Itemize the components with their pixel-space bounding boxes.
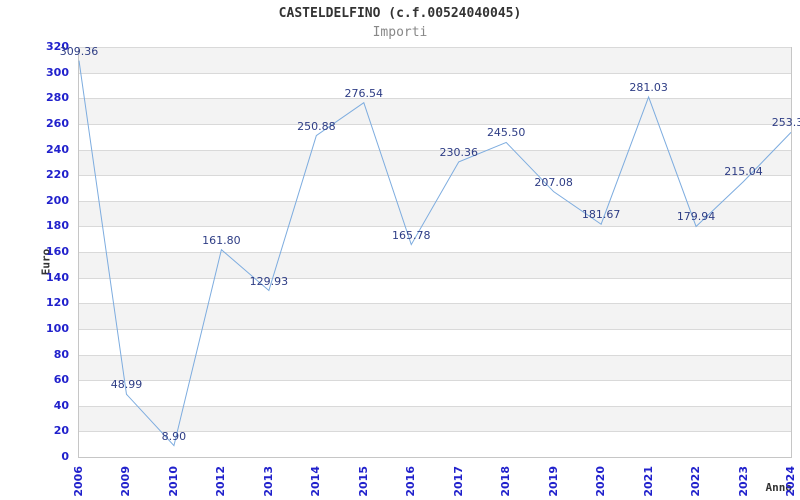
- data-point-label: 253.36: [771, 116, 800, 130]
- data-point-label: 276.54: [344, 86, 384, 100]
- gridline: [79, 175, 791, 177]
- x-tick-label: 2014: [309, 466, 323, 497]
- x-tick-label: 2016: [404, 466, 418, 497]
- x-tick-label: 2009: [119, 466, 133, 497]
- gridline: [79, 380, 791, 382]
- y-tick-label: 100: [46, 321, 69, 335]
- y-tick-label: 40: [53, 398, 69, 412]
- chart-subtitle: Importi: [372, 25, 428, 40]
- data-point-label: 129.93: [249, 274, 289, 288]
- x-axis-title: Anno: [765, 481, 793, 494]
- gridline: [79, 328, 791, 330]
- chart-title: CASTELDELFINO (c.f.00524040045): [278, 6, 522, 21]
- y-tick-label: 0: [61, 450, 69, 463]
- y-tick-label: 240: [46, 142, 69, 156]
- gridline: [79, 47, 791, 48]
- grid-band: [79, 303, 791, 329]
- gridline: [79, 252, 791, 253]
- gridline: [79, 123, 791, 125]
- x-tick-label: 2019: [546, 466, 560, 497]
- x-tick-label: 2012: [214, 466, 228, 497]
- axis-line-right: [791, 47, 792, 458]
- gridline: [79, 149, 791, 151]
- data-point-label: 8.90: [161, 429, 187, 443]
- x-tick-label: 2020: [594, 466, 608, 497]
- axis-line-bottom: [78, 457, 792, 458]
- gridline: [79, 200, 791, 202]
- gridline: [79, 226, 791, 228]
- grid-band: [79, 98, 791, 124]
- plot-area: [79, 47, 791, 457]
- x-tick-label: 2015: [356, 466, 370, 497]
- y-tick-label: 20: [53, 424, 69, 438]
- data-point-label: 165.78: [392, 228, 431, 242]
- data-point-label: 181.67: [581, 208, 621, 222]
- y-tick-label: 180: [46, 219, 69, 233]
- data-point-label: 48.99: [110, 378, 143, 392]
- data-point-label: 161.80: [202, 233, 241, 247]
- y-tick-label: 300: [46, 65, 69, 79]
- y-tick-label: 80: [53, 347, 69, 361]
- y-tick-label: 140: [46, 270, 69, 284]
- x-tick-label: 2006: [72, 466, 85, 497]
- grid-band: [79, 47, 791, 73]
- grid-band: [79, 354, 791, 381]
- y-tick-label: 280: [46, 91, 69, 105]
- data-point-label: 230.36: [439, 145, 478, 159]
- gridline: [79, 277, 791, 279]
- y-tick-label: 120: [46, 296, 69, 310]
- data-point-label: 179.94: [676, 210, 716, 224]
- gridline: [79, 98, 791, 100]
- grid-band: [79, 252, 791, 278]
- y-tick-label: 200: [46, 193, 69, 207]
- data-point-label: 309.36: [59, 44, 99, 58]
- grid-band: [79, 405, 791, 432]
- x-tick-label: 2021: [641, 466, 655, 497]
- data-point-label: 250.88: [297, 119, 336, 133]
- axis-line-left: [78, 47, 79, 458]
- grid-band: [79, 149, 791, 176]
- x-tick-label: 2018: [499, 466, 513, 497]
- y-tick-label: 320: [46, 40, 69, 53]
- x-tick-label: 2022: [689, 466, 703, 497]
- x-tick-label: 2017: [451, 466, 465, 497]
- x-tick-label: 2023: [736, 466, 750, 497]
- y-tick-label: 260: [46, 116, 69, 130]
- x-tick-label: 2010: [166, 466, 180, 497]
- y-tick-label: 160: [46, 245, 69, 258]
- gridline: [79, 354, 791, 356]
- data-point-label: 215.04: [724, 165, 763, 179]
- y-tick-label: 220: [46, 168, 69, 182]
- gridline: [79, 303, 791, 305]
- data-point-label: 281.03: [629, 80, 668, 94]
- x-tick-label: 2013: [261, 466, 275, 497]
- gridline: [79, 72, 791, 74]
- data-point-label: 207.08: [534, 175, 573, 189]
- gridline: [79, 405, 791, 407]
- y-tick-label: 60: [53, 373, 69, 387]
- data-point-label: 245.50: [486, 126, 526, 140]
- x-tick-label: 2024: [784, 466, 797, 497]
